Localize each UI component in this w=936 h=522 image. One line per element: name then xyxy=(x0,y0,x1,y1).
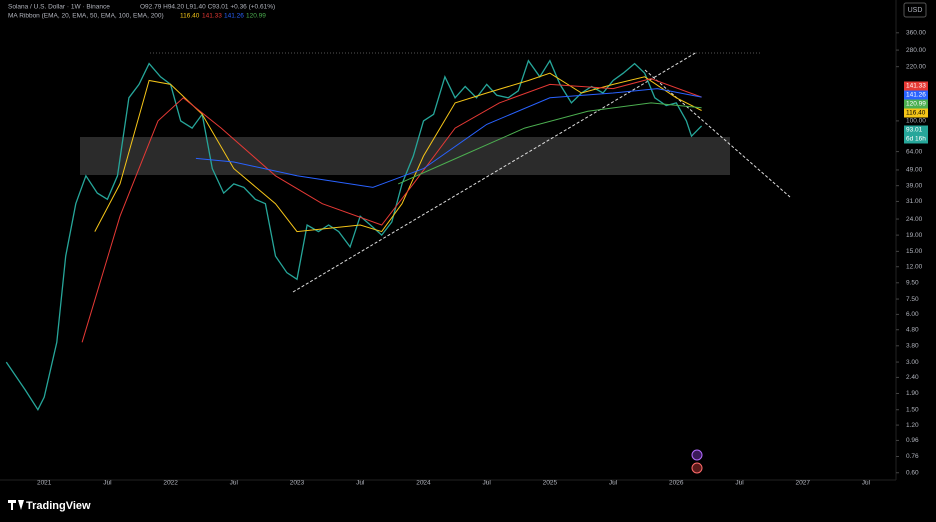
y-tick-label: 12.00 xyxy=(906,263,923,270)
y-tick-label: 1.50 xyxy=(906,406,919,413)
y-tick-label: 6.00 xyxy=(906,311,919,318)
ema-line xyxy=(94,72,702,233)
x-tick-label: Jul xyxy=(103,480,112,487)
ema-line xyxy=(81,78,702,343)
y-tick-label: 2.40 xyxy=(906,374,919,381)
x-tick-label: Jul xyxy=(230,480,239,487)
x-tick-label: 2022 xyxy=(163,480,178,487)
brand-logo xyxy=(8,500,24,510)
x-tick-label: 2023 xyxy=(290,480,305,487)
price-badge-label: 141.33 xyxy=(906,83,926,90)
y-tick-label: 39.00 xyxy=(906,182,923,189)
y-tick-label: 3.00 xyxy=(906,359,919,366)
price-badge xyxy=(904,108,928,118)
y-tick-label: 0.60 xyxy=(906,469,919,476)
x-tick-label: 2027 xyxy=(795,480,810,487)
x-tick-label: 2021 xyxy=(37,480,52,487)
y-tick-label: 1.90 xyxy=(906,390,919,397)
indicator-value: 120.99 xyxy=(246,13,266,20)
y-tick-label: 24.00 xyxy=(906,216,923,223)
price-badge-label: 141.26 xyxy=(906,92,926,99)
y-tick-label: 15.00 xyxy=(906,248,923,255)
x-tick-label: Jul xyxy=(483,480,492,487)
price-line xyxy=(5,59,703,412)
x-tick-label: 2025 xyxy=(543,480,558,487)
y-tick-label: 9.50 xyxy=(906,280,919,287)
indicator-value: 116.40 xyxy=(180,13,200,20)
y-tick-label: 220.00 xyxy=(906,63,926,70)
price-badge xyxy=(904,99,928,109)
y-tick-label: 280.00 xyxy=(906,47,926,54)
price-badge-label: 120.99 xyxy=(906,101,926,108)
ema-line xyxy=(397,102,702,185)
indicator-value: 141.33 xyxy=(202,13,222,20)
y-tick-label: 1.20 xyxy=(906,422,919,429)
price-badge-label: 116.40 xyxy=(906,110,926,117)
event-icon[interactable] xyxy=(691,462,703,474)
y-tick-label: 64.00 xyxy=(906,148,923,155)
price-badge-label: 6d 16h xyxy=(906,136,926,143)
x-tick-label: Jul xyxy=(862,480,871,487)
y-tick-label: 7.50 xyxy=(906,296,919,303)
y-tick-label: 49.00 xyxy=(906,167,923,174)
y-tick-label: 31.00 xyxy=(906,198,923,205)
y-tick-label: 4.80 xyxy=(906,326,919,333)
chart-title: Solana / U.S. Dollar · 1W · Binance xyxy=(8,4,110,11)
y-tick-label: 360.00 xyxy=(906,30,926,37)
y-tick-label: 3.80 xyxy=(906,343,919,350)
y-tick-label: 0.96 xyxy=(906,437,919,444)
price-badge-label: 93.01 xyxy=(906,127,923,134)
zone-rect xyxy=(80,137,730,175)
brand-name: TradingView xyxy=(26,500,91,512)
event-icon[interactable] xyxy=(691,449,703,461)
price-badge xyxy=(904,81,928,91)
price-badge xyxy=(904,134,928,144)
indicator-values: 116.40 141.33 141.26 120.99 xyxy=(180,13,266,20)
y-tick-label: 19.00 xyxy=(906,232,923,239)
currency-button[interactable] xyxy=(903,2,927,18)
price-badge xyxy=(904,125,928,135)
plot xyxy=(5,59,703,412)
x-tick-label: Jul xyxy=(735,480,744,487)
ohlc-label: O92.79 H94.20 L91.40 C93.01 +0.36 (+0.61… xyxy=(140,4,275,11)
x-tick-label: Jul xyxy=(356,480,365,487)
indicator-value: 141.26 xyxy=(224,13,244,20)
x-tick-label: 2024 xyxy=(416,480,431,487)
x-tick-label: 2026 xyxy=(669,480,684,487)
trend-line xyxy=(292,51,698,293)
price-badge xyxy=(904,90,928,100)
currency-label[interactable]: USD xyxy=(908,7,923,14)
x-tick-label: Jul xyxy=(609,480,618,487)
y-tick-label: 0.76 xyxy=(906,453,919,460)
ema-line xyxy=(195,88,702,188)
indicator-label: MA Ribbon (EMA, 20, EMA, 50, EMA, 100, E… xyxy=(8,13,164,20)
y-tick-label: 100.00 xyxy=(906,118,926,125)
